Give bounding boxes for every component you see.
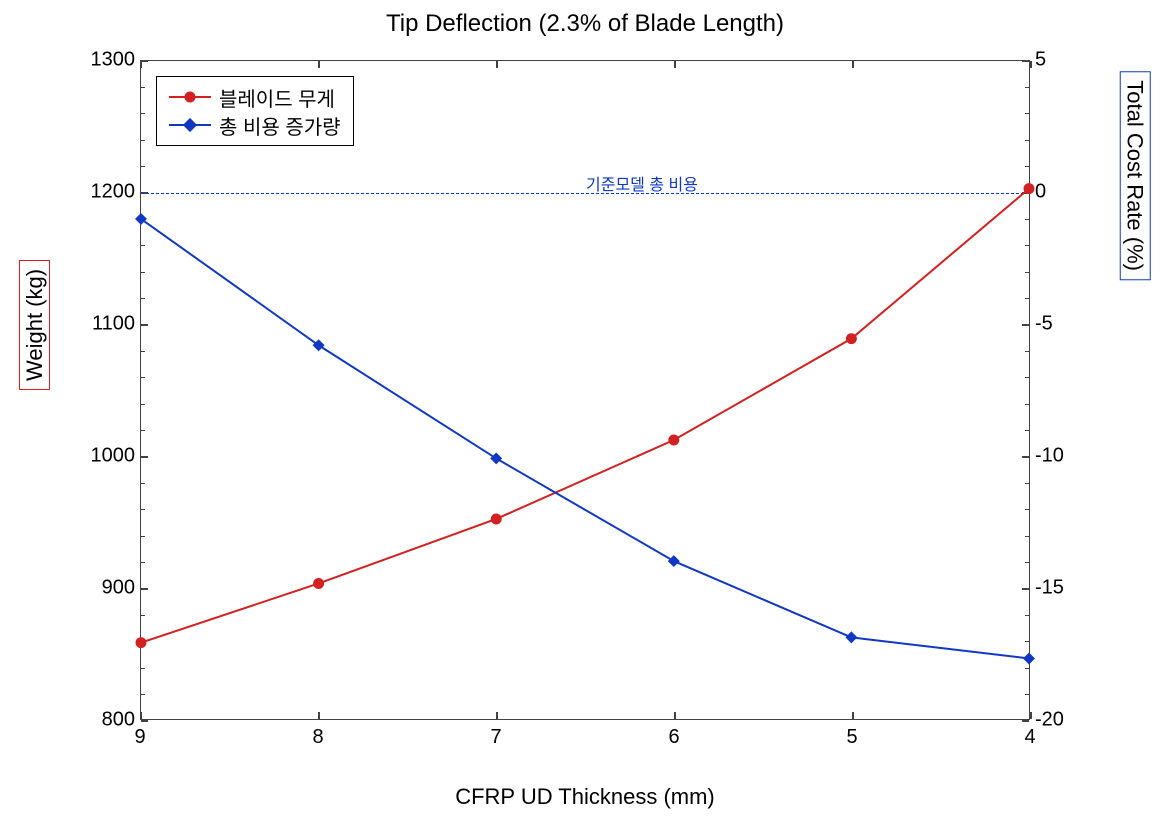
y-left-tick-label: 1200 xyxy=(75,181,135,204)
legend: 블레이드 무게총 비용 증가량 xyxy=(156,76,354,146)
legend-marker-circle-icon xyxy=(185,92,196,103)
chart-title: Tip Deflection (2.3% of Blade Length) xyxy=(0,10,1170,38)
y-right-tick-label: -5 xyxy=(1035,313,1085,336)
chart-container: Tip Deflection (2.3% of Blade Length) 기준… xyxy=(0,0,1170,828)
data-point-circle xyxy=(846,333,857,344)
legend-label: 블레이드 무게 xyxy=(219,83,335,112)
series-line xyxy=(141,189,1029,643)
data-point-circle xyxy=(136,637,147,648)
legend-swatch-line xyxy=(169,96,211,98)
y-left-tick-label: 900 xyxy=(75,577,135,600)
x-tick-label: 5 xyxy=(837,726,867,749)
x-tick-label: 6 xyxy=(659,726,689,749)
x-tick-label: 9 xyxy=(125,726,155,749)
data-point-circle xyxy=(1024,183,1035,194)
legend-marker-diamond-icon xyxy=(183,118,197,132)
y-right-tick-label: -15 xyxy=(1035,577,1085,600)
data-point-circle xyxy=(491,513,502,524)
legend-swatch-line xyxy=(169,124,211,126)
data-point-diamond xyxy=(490,452,502,464)
x-tick-label: 4 xyxy=(1015,726,1045,749)
legend-item: 블레이드 무게 xyxy=(169,83,341,111)
y-axis-left-label: Weight (kg) xyxy=(22,260,48,390)
series-line xyxy=(141,219,1029,659)
y-axis-right-label: Total Cost Rate (%) xyxy=(1122,71,1148,280)
y-right-tick-label: -10 xyxy=(1035,445,1085,468)
x-tick-label: 8 xyxy=(303,726,333,749)
legend-label: 총 비용 증가량 xyxy=(219,111,341,140)
tick-mark xyxy=(1030,61,1032,68)
y-left-tick-label: 1100 xyxy=(75,313,135,336)
x-axis-label: CFRP UD Thickness (mm) xyxy=(0,784,1170,810)
data-point-circle xyxy=(313,578,324,589)
tick-mark xyxy=(1030,712,1032,719)
y-right-tick-label: 0 xyxy=(1035,181,1085,204)
y-right-tick-label: 5 xyxy=(1035,49,1085,72)
data-point-diamond xyxy=(845,631,857,643)
y-left-tick-label: 1300 xyxy=(75,49,135,72)
data-point-diamond xyxy=(668,555,680,567)
tick-mark xyxy=(1022,720,1029,722)
series-svg xyxy=(141,61,1029,719)
plot-area: 기준모델 총 비용 xyxy=(140,60,1030,720)
y-left-tick-label: 1000 xyxy=(75,445,135,468)
tick-mark xyxy=(141,720,148,722)
legend-item: 총 비용 증가량 xyxy=(169,111,341,139)
x-tick-label: 7 xyxy=(481,726,511,749)
data-point-circle xyxy=(668,435,679,446)
data-point-diamond xyxy=(1023,652,1035,664)
